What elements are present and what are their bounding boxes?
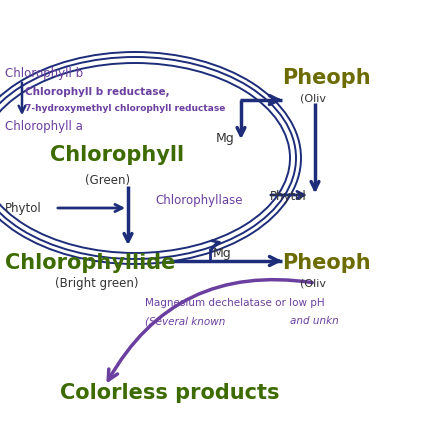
Text: Chlorophyllide: Chlorophyllide (5, 253, 175, 273)
Text: (Green): (Green) (85, 173, 130, 186)
Text: Magnesium dechelatase or low pH: Magnesium dechelatase or low pH (145, 298, 325, 308)
Text: 7-hydroxymethyl chlorophyll reductase: 7-hydroxymethyl chlorophyll reductase (25, 103, 225, 112)
Text: (Oliv: (Oliv (300, 93, 326, 103)
Text: Pheoph: Pheoph (282, 253, 370, 273)
Text: Mg: Mg (213, 246, 231, 259)
Text: Pheoph: Pheoph (282, 68, 370, 88)
Text: Colorless products: Colorless products (60, 383, 280, 403)
Text: Chlorophyll: Chlorophyll (50, 145, 184, 165)
Text: Chlorophyllase: Chlorophyllase (155, 194, 242, 207)
Text: Chlorophyll a: Chlorophyll a (5, 120, 83, 133)
Text: Mg: Mg (215, 132, 234, 145)
Text: Phytol: Phytol (270, 190, 307, 202)
Text: and unkn: and unkn (290, 316, 339, 326)
Text: Chlorophyll b: Chlorophyll b (5, 66, 83, 79)
Text: (Several known: (Several known (145, 316, 225, 326)
Text: (Bright green): (Bright green) (55, 276, 138, 289)
Text: Phytol: Phytol (5, 202, 42, 215)
Text: Chlorophyll b reductase,: Chlorophyll b reductase, (25, 87, 170, 97)
Text: (Oliv: (Oliv (300, 278, 326, 288)
